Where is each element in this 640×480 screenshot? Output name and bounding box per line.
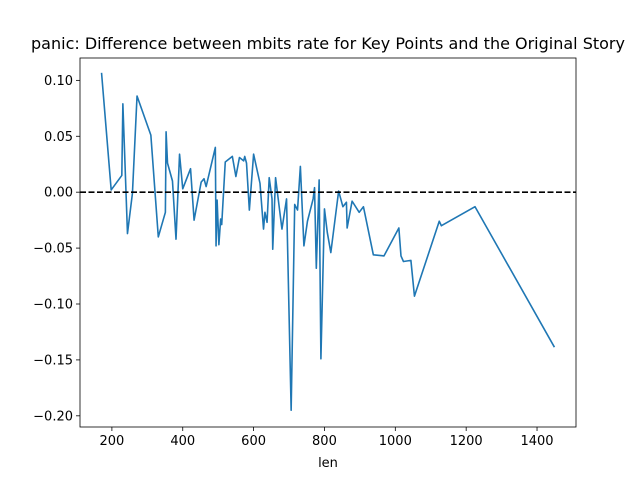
- x-tick-label: 200: [99, 434, 124, 449]
- y-tick-label: 0.10: [44, 74, 73, 89]
- y-tick-label: −0.15: [33, 353, 73, 368]
- x-tick-label: 400: [170, 434, 195, 449]
- y-tick-label: −0.10: [33, 298, 73, 313]
- series-line: [100, 72, 556, 412]
- y-tick-label: 0.00: [44, 186, 73, 201]
- y-tick-label: 0.05: [44, 130, 73, 145]
- x-tick-label: 1000: [379, 434, 412, 449]
- y-tick-label: −0.05: [33, 242, 73, 257]
- chart-title: panic: Difference between mbits rate for…: [31, 34, 625, 53]
- x-tick-label: 1400: [520, 434, 553, 449]
- y-tick-label: −0.20: [33, 409, 73, 424]
- plot-area: 200 400 600 800 1000 1200 1400 0.10 0.05 0.00 −0.0…: [33, 57, 577, 449]
- x-tick-label: 800: [312, 434, 337, 449]
- x-tick-label: 600: [241, 434, 266, 449]
- x-axis-label: len: [318, 456, 338, 471]
- x-tick-label: 1200: [450, 434, 483, 449]
- plot-frame: [79, 57, 577, 428]
